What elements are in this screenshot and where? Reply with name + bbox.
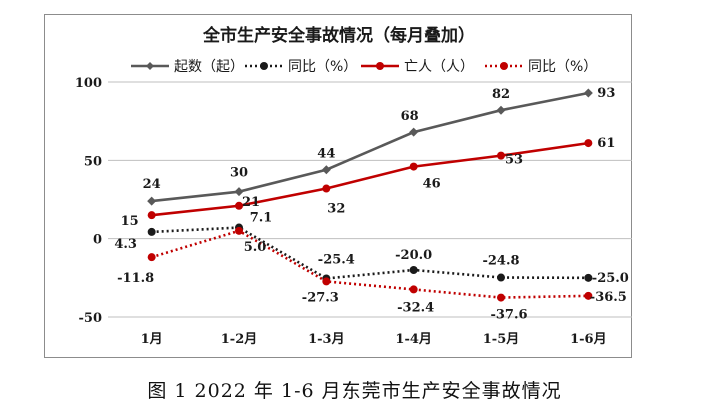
legend-item: 同比（%） xyxy=(485,59,597,75)
data-label: 15 xyxy=(121,214,139,229)
data-label: -27.3 xyxy=(302,290,339,305)
line-marker xyxy=(146,62,154,70)
y-tick-label: -50 xyxy=(79,311,103,326)
data-label: -32.4 xyxy=(397,300,434,315)
legend-label: 起数（起） xyxy=(174,59,244,75)
y-tick-label: 50 xyxy=(84,154,102,169)
x-tick-label: 1-4月 xyxy=(395,332,432,347)
figure-caption: 图 1 2022 年 1-6 月东莞市生产安全事故情况 xyxy=(147,380,562,402)
x-tick-label: 1-6月 xyxy=(570,332,607,347)
data-label: 30 xyxy=(230,166,248,181)
line-marker xyxy=(147,196,157,206)
legend-item: 亡人（人） xyxy=(361,59,474,75)
line-marker xyxy=(234,187,244,197)
x-tick-label: 1-3月 xyxy=(308,332,345,347)
y-tick-label: 0 xyxy=(93,233,102,248)
series-layer xyxy=(147,88,593,302)
line-marker xyxy=(497,293,505,302)
line-marker xyxy=(409,127,419,137)
line-marker xyxy=(147,211,156,220)
data-label: 4.3 xyxy=(114,237,137,252)
series-line xyxy=(151,226,589,280)
data-label: 7.1 xyxy=(250,211,273,226)
series-line xyxy=(151,229,589,299)
data-labels: 24 30 44 68 82 93 4.3 7.1 -25.4 -20.0 -24.8 -25.0 15… xyxy=(114,86,629,323)
line-marker xyxy=(409,266,418,274)
line-marker xyxy=(322,184,331,193)
line-marker xyxy=(497,273,505,282)
legend: 起数（起） 同比（%） 亡人（人） 同比（%） xyxy=(131,59,597,75)
y-axis: -50 0 50 100 xyxy=(75,76,102,326)
line-marker xyxy=(584,139,593,148)
series-2 xyxy=(147,139,593,220)
data-label: 5.0 xyxy=(244,240,267,255)
line-marker xyxy=(376,62,384,70)
data-label: -37.6 xyxy=(490,308,527,323)
data-label: 68 xyxy=(401,109,419,124)
data-label: 82 xyxy=(492,87,510,102)
data-label: -36.5 xyxy=(590,290,627,305)
series-1 xyxy=(147,223,593,283)
data-label: 61 xyxy=(597,136,615,151)
line-marker xyxy=(409,285,418,294)
line-marker xyxy=(321,165,331,175)
legend-label: 同比（%） xyxy=(288,59,357,75)
data-label: 44 xyxy=(317,147,335,162)
line-marker xyxy=(497,151,505,160)
x-tick-label: 1-5月 xyxy=(483,332,520,347)
data-label: 21 xyxy=(242,195,260,210)
legend-label: 亡人（人） xyxy=(404,59,474,75)
line-marker xyxy=(496,105,506,115)
line-marker xyxy=(147,227,156,236)
line-marker xyxy=(583,88,593,98)
data-label: 53 xyxy=(505,153,523,168)
line-marker xyxy=(500,62,508,70)
data-label: -25.0 xyxy=(592,271,629,286)
legend-item: 起数（起） xyxy=(131,59,244,75)
line-marker xyxy=(584,291,593,300)
data-label: 93 xyxy=(597,86,615,101)
line-marker xyxy=(235,201,243,210)
chart-frame: 全市生产安全事故情况（每月叠加） 起数（起） 同比（%） 亡人（人） 同比（%） -5… xyxy=(44,14,632,358)
x-axis: 1月 1-2月 1-3月 1-4月 1-5月 1-6月 xyxy=(141,332,607,347)
data-label: 32 xyxy=(327,202,345,217)
line-marker xyxy=(235,226,243,235)
data-label: -20.0 xyxy=(395,248,432,263)
line-marker xyxy=(584,273,593,282)
x-tick-label: 1-2月 xyxy=(221,332,258,347)
gridlines xyxy=(108,81,632,318)
data-label: -25.4 xyxy=(318,252,355,267)
y-tick-label: 100 xyxy=(75,76,102,91)
series-line xyxy=(151,141,589,217)
data-label: -11.8 xyxy=(117,271,154,286)
chart-title: 全市生产安全事故情况（每月叠加） xyxy=(202,25,475,46)
data-label: -24.8 xyxy=(482,254,519,269)
line-chart: 全市生产安全事故情况（每月叠加） 起数（起） 同比（%） 亡人（人） 同比（%） -5… xyxy=(75,25,632,347)
data-label: 24 xyxy=(143,177,161,192)
data-label: 46 xyxy=(423,177,441,192)
line-marker xyxy=(260,62,268,70)
line-marker xyxy=(147,253,156,262)
line-marker xyxy=(409,162,418,171)
legend-label: 同比（%） xyxy=(528,59,597,75)
series-line xyxy=(151,91,589,203)
legend-item: 同比（%） xyxy=(245,59,357,75)
series-0 xyxy=(147,88,593,206)
series-3 xyxy=(147,226,593,302)
x-tick-label: 1月 xyxy=(141,332,163,347)
line-marker xyxy=(322,277,331,286)
